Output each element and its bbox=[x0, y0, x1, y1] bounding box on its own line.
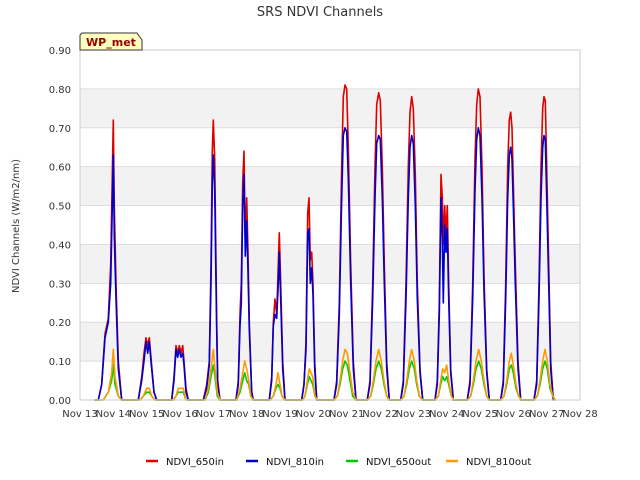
x-tick-label: Nov 17 bbox=[196, 409, 231, 420]
y-tick-label: 0.60 bbox=[49, 163, 71, 174]
station-badge: WP_met bbox=[79, 32, 143, 51]
x-tick-label: Nov 13 bbox=[62, 409, 97, 420]
legend-label: NDVI_810in bbox=[266, 457, 324, 468]
y-axis-title: NDVI Channels (W/m2/nm) bbox=[11, 159, 22, 293]
x-tick-label: Nov 14 bbox=[96, 409, 131, 420]
badge-label: WP_met bbox=[86, 36, 136, 49]
y-tick-label: 0.10 bbox=[49, 357, 71, 368]
plot-area bbox=[79, 49, 581, 401]
x-tick-label: Nov 22 bbox=[362, 409, 397, 420]
y-tick-label: 0.00 bbox=[49, 396, 71, 407]
x-tick-label: Nov 27 bbox=[529, 409, 564, 420]
x-tick-label: Nov 25 bbox=[462, 409, 497, 420]
grid-band bbox=[80, 88, 580, 128]
y-tick-labels: 0.00 0.10 0.20 0.30 0.40 0.50 0.60 0.70 0.80 0.90 bbox=[49, 46, 71, 407]
badge-shape bbox=[79, 32, 143, 51]
legend-item-ndvi-650out: NDVI_650out bbox=[346, 457, 431, 468]
grid-bands bbox=[80, 88, 580, 362]
legend-label: NDVI_810out bbox=[466, 457, 531, 468]
y-tick-label: 0.20 bbox=[49, 318, 71, 329]
y-tick-label: 0.80 bbox=[49, 85, 71, 96]
legend-label: NDVI_650in bbox=[166, 457, 224, 468]
legend-item-ndvi-810in: NDVI_810in bbox=[246, 457, 324, 468]
x-tick-label: Nov 26 bbox=[496, 409, 531, 420]
legend-label: NDVI_650out bbox=[366, 457, 431, 468]
y-tick-label: 0.90 bbox=[49, 46, 71, 57]
x-tick-label: Nov 18 bbox=[229, 409, 264, 420]
x-tick-label: Nov 19 bbox=[262, 409, 297, 420]
x-tick-label: Nov 15 bbox=[129, 409, 164, 420]
x-tick-label: Nov 16 bbox=[162, 409, 197, 420]
chart-title: SRS NDVI Channels bbox=[257, 5, 383, 20]
x-tick-label: Nov 21 bbox=[329, 409, 364, 420]
x-tick-label: Nov 20 bbox=[296, 409, 331, 420]
series-line-ndvi-810out bbox=[94, 348, 557, 401]
grid-band bbox=[80, 166, 580, 206]
x-tick-label: Nov 28 bbox=[562, 409, 597, 420]
x-tick-label: Nov 23 bbox=[396, 409, 431, 420]
y-tick-label: 0.70 bbox=[49, 124, 71, 135]
series-layer bbox=[94, 84, 557, 401]
grid-band bbox=[80, 322, 580, 362]
series-line-ndvi-810in bbox=[94, 127, 555, 401]
legend: NDVI_650in NDVI_810in NDVI_650out NDVI_810o… bbox=[146, 457, 531, 468]
y-tick-label: 0.50 bbox=[49, 202, 71, 213]
grid-band bbox=[80, 244, 580, 284]
plot-frame bbox=[79, 49, 581, 401]
legend-item-ndvi-810out: NDVI_810out bbox=[446, 457, 531, 468]
x-tick-label: Nov 24 bbox=[429, 409, 464, 420]
legend-item-ndvi-650in: NDVI_650in bbox=[146, 457, 224, 468]
y-tick-label: 0.30 bbox=[49, 279, 71, 290]
y-tick-label: 0.40 bbox=[49, 240, 71, 251]
